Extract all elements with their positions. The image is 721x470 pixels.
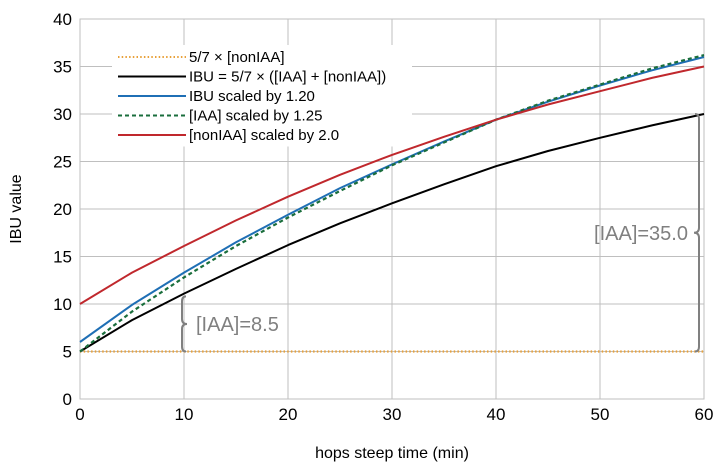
- annotations: [IAA]=8.5 [IAA]=35.0: [181, 113, 700, 353]
- y-tick-label: 20: [53, 200, 72, 219]
- x-tick-label: 50: [591, 405, 610, 424]
- legend-entry-label: IBU = 5/7 × ([IAA] + [nonIAA]): [189, 69, 386, 86]
- legend: 5/7 × [nonIAA] IBU = 5/7 × ([IAA] + [nonI…: [118, 49, 386, 144]
- y-tick-label: 0: [63, 390, 72, 409]
- x-tick-label: 40: [487, 405, 506, 424]
- y-tick-label: 25: [53, 153, 72, 172]
- annotation-label: [IAA]=35.0: [594, 223, 688, 245]
- legend-entry-label: [IAA] scaled by 1.25: [189, 108, 322, 125]
- x-axis-title: hops steep time (min): [315, 445, 469, 462]
- y-tick-label: 35: [53, 58, 72, 77]
- plot-border: [79, 18, 705, 400]
- annotation-brace: [181, 295, 188, 353]
- y-tick-label: 40: [53, 10, 72, 29]
- y-tick-label: 5: [63, 343, 72, 362]
- series-line-4: [79, 54, 705, 353]
- x-tick-label: 10: [175, 405, 194, 424]
- x-tick-label: 30: [383, 405, 402, 424]
- tick-labels: 0 5 10 15 20 25 30 35 40 0 10 20 30 40 50 60: [53, 10, 713, 424]
- legend-entry-label: IBU scaled by 1.20: [189, 88, 315, 105]
- series-line-2: [79, 113, 705, 353]
- y-tick-label: 10: [53, 295, 72, 314]
- series-line-5: [79, 65, 705, 305]
- legend-entry-label: 5/7 × [nonIAA]: [189, 49, 285, 66]
- x-tick-label: 0: [75, 405, 84, 424]
- legend-entry-label: [nonIAA] scaled by 2.0: [189, 127, 339, 144]
- y-axis-title: IBU value: [8, 174, 25, 243]
- y-tick-label: 30: [53, 105, 72, 124]
- annotation-label: [IAA]=8.5: [196, 314, 279, 336]
- x-tick-label: 20: [279, 405, 298, 424]
- y-tick-label: 15: [53, 248, 72, 267]
- plot-frame: [79, 18, 705, 400]
- annotation-brace: [693, 113, 700, 353]
- x-tick-label: 60: [695, 405, 714, 424]
